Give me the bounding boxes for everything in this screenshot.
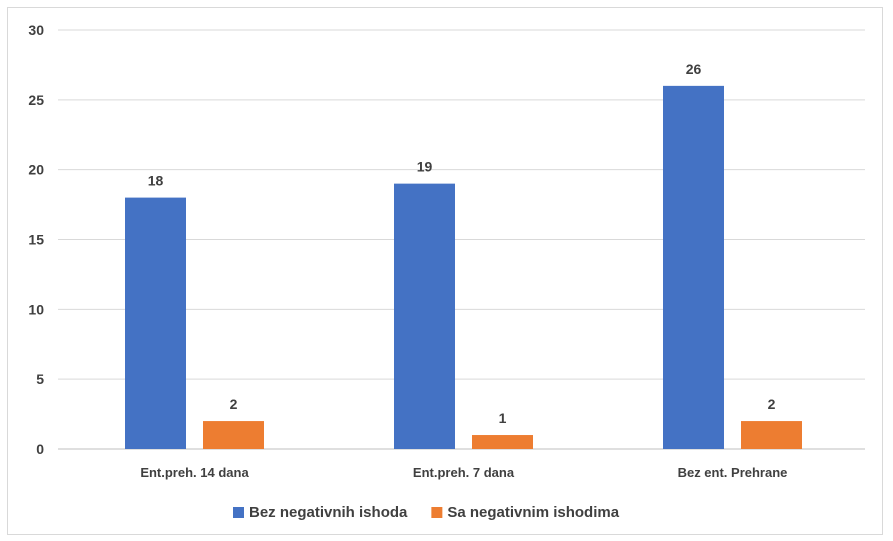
data-label: 2 [768,396,776,412]
x-category-label: Ent.preh. 14 dana [140,465,249,480]
data-label: 26 [686,61,702,77]
bar [472,435,533,449]
y-tick-label: 30 [28,22,44,38]
bar [394,183,455,449]
y-tick-label: 15 [28,232,44,248]
y-tick-label: 0 [36,441,44,457]
y-axis-ticks: 0 5 10 15 20 25 30 [28,22,44,457]
bar [125,197,186,449]
bars [125,85,802,449]
legend-swatch [431,507,443,518]
x-category-label: Bez ent. Prehrane [678,465,788,480]
y-tick-label: 10 [28,301,44,317]
data-label: 19 [417,159,433,175]
x-category-label: Ent.preh. 7 dana [413,465,515,480]
data-label: 2 [230,396,238,412]
y-tick-label: 5 [36,371,44,387]
data-labels: 18 2 19 1 26 2 [148,61,776,426]
legend-label: Bez negativnih ishoda [249,504,408,521]
data-label: 18 [148,173,164,189]
bar [741,421,802,449]
bar [663,85,724,449]
gridlines [58,29,865,450]
bar [203,421,264,449]
legend: Bez negativnih ishoda Sa negativnim ishod… [233,504,620,521]
y-tick-label: 25 [28,92,44,108]
x-axis-categories: Ent.preh. 14 dana Ent.preh. 7 dana Bez ent… [140,465,787,480]
y-tick-label: 20 [28,162,44,178]
legend-label: Sa negativnim ishodima [447,504,619,521]
data-label: 1 [499,410,507,426]
legend-swatch [233,507,244,518]
